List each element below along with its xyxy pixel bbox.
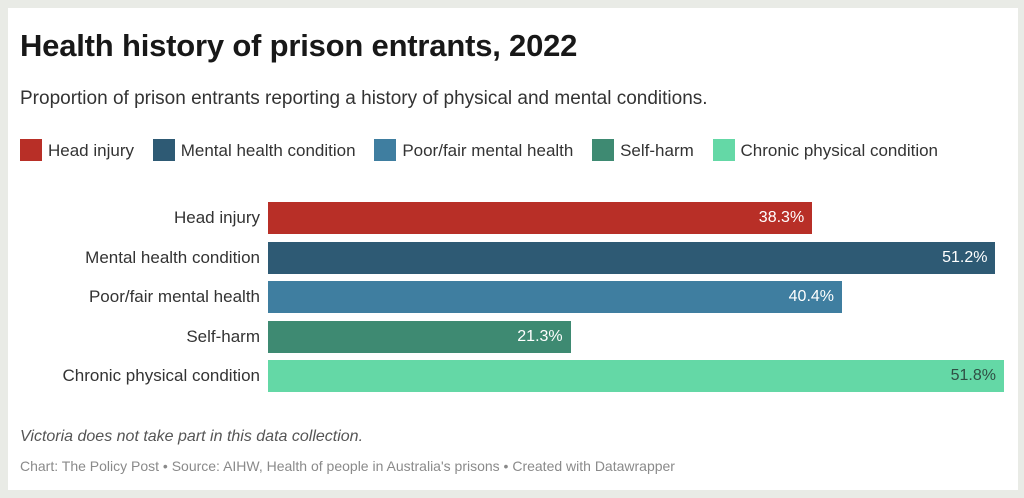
legend-item-poor-fair-mental-health: Poor/fair mental health (374, 139, 574, 161)
chart-card: Health history of prison entrants, 2022 … (8, 8, 1018, 490)
legend-item-mental-health-condition: Mental health condition (152, 139, 356, 161)
chart-subtitle: Proportion of prison entrants reporting … (20, 88, 708, 109)
bar-value-label: 51.2% (942, 248, 988, 266)
legend-label: Head injury (48, 141, 134, 160)
legend-label: Chronic physical condition (740, 141, 939, 160)
bar: 51.2% (268, 241, 996, 274)
legend-item-chronic-physical-condition: Chronic physical condition (712, 139, 939, 161)
legend-label: Self-harm (620, 141, 694, 160)
bar-chart: Head injury 38.3% Mental health condition 5… (8, 8, 1018, 490)
legend-swatch (592, 139, 615, 161)
bar-value-label: 51.8% (950, 367, 996, 384)
legend-swatch (152, 139, 175, 161)
bar-category-label: Head injury (174, 208, 260, 227)
bar: 38.3% (268, 202, 813, 234)
legend: Head injury Mental health condition Poor… (20, 136, 1000, 165)
chart-note: Victoria does not take part in this data… (20, 428, 364, 445)
legend-item-head-injury: Head injury (20, 139, 134, 161)
bar-category-label: Self-harm (186, 326, 260, 346)
legend-swatch (20, 139, 42, 161)
bar-category-label: Chronic physical condition (62, 366, 261, 385)
legend-item-self-harm: Self-harm (592, 139, 694, 161)
legend-label: Mental health condition (180, 141, 356, 160)
bar-category-label: Poor/fair mental health (88, 287, 260, 306)
legend-swatch (712, 139, 735, 161)
bar-value-label: 38.3% (758, 209, 805, 226)
chart-source: Chart: The Policy Post • Source: AIHW, H… (20, 458, 675, 474)
bar-category-label: Mental health condition (85, 247, 260, 267)
chart-title: Health history of prison entrants, 2022 (20, 28, 578, 63)
bar-value-label: 40.4% (788, 288, 835, 305)
bar: 51.8% (268, 360, 1004, 392)
legend-swatch (374, 139, 397, 161)
legend-label: Poor/fair mental health (402, 141, 574, 160)
bar: 21.3% (268, 320, 571, 353)
bar: 40.4% (268, 281, 843, 313)
bar-value-label: 21.3% (517, 327, 563, 345)
